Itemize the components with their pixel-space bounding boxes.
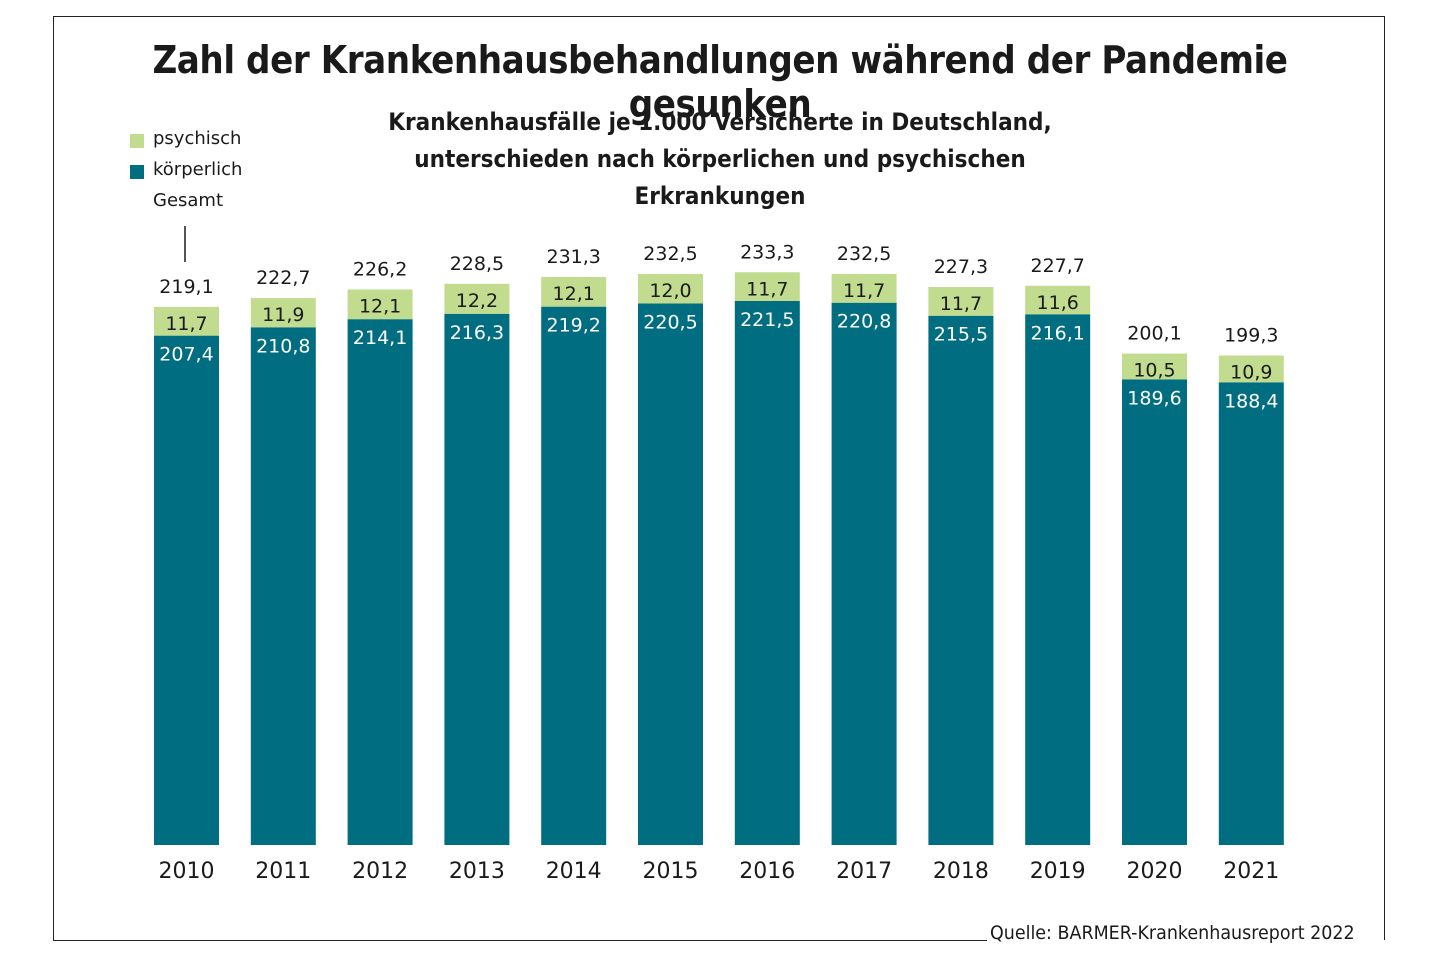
data-label-koerperlich: 219,2 <box>546 315 600 337</box>
data-label-psychisch: 10,5 <box>1133 360 1175 382</box>
chart-title: Zahl der Krankenhausbehandlungen während… <box>152 38 1288 126</box>
x-tick-label: 2019 <box>1030 859 1086 884</box>
chart-frame <box>53 16 1385 940</box>
subtitle-line-2: unterschieden nach körperlichen und psyc… <box>414 145 1026 210</box>
data-label-psychisch: 12,1 <box>553 283 595 305</box>
data-label-koerperlich: 207,4 <box>159 344 213 366</box>
bar-psychisch <box>154 306 219 336</box>
bar-psychisch <box>734 272 800 301</box>
data-label-psychisch: 11,7 <box>940 293 982 315</box>
bar-psychisch <box>1122 353 1187 380</box>
x-tick-label: 2018 <box>933 859 989 884</box>
x-tick-label: 2013 <box>449 859 505 884</box>
data-label-koerperlich: 221,5 <box>740 309 794 331</box>
bar-koerperlich <box>831 302 897 845</box>
bar-psychisch <box>541 276 607 307</box>
subtitle-line-1: Krankenhausfälle je 1.000 Versicherte in… <box>388 108 1052 136</box>
data-label-gesamt: 232,5 <box>643 243 697 265</box>
bar-koerperlich <box>250 327 316 845</box>
data-label-gesamt: 233,3 <box>740 241 794 263</box>
source-note: Quelle: BARMER-Krankenhausreport 2022 <box>990 922 1355 944</box>
data-label-gesamt: 227,3 <box>934 256 988 278</box>
legend-label-psychisch: psychisch <box>153 128 242 149</box>
data-label-koerperlich: 215,5 <box>934 324 988 346</box>
data-label-gesamt: 231,3 <box>546 246 600 268</box>
bar-koerperlich <box>1025 314 1091 845</box>
data-label-koerperlich: 216,3 <box>450 322 504 344</box>
bar-koerperlich <box>444 313 510 845</box>
bar-koerperlich <box>347 319 413 845</box>
bar-psychisch <box>1025 285 1091 315</box>
x-tick-label: 2011 <box>255 859 311 884</box>
legend-label-koerperlich: körperlich <box>153 159 243 180</box>
bar-psychisch <box>1218 355 1284 383</box>
data-label-gesamt: 228,5 <box>450 253 504 275</box>
legend-swatch-psychisch <box>130 134 144 148</box>
bar-koerperlich <box>1122 379 1187 845</box>
x-tick-label: 2020 <box>1127 859 1183 884</box>
data-label-koerperlich: 189,6 <box>1127 387 1181 409</box>
data-label-koerperlich: 220,8 <box>837 311 891 333</box>
data-label-koerperlich: 220,5 <box>643 311 697 333</box>
data-label-psychisch: 11,7 <box>746 278 788 300</box>
data-label-psychisch: 11,7 <box>165 313 207 335</box>
x-tick-label: 2021 <box>1223 859 1279 884</box>
data-label-psychisch: 11,6 <box>1037 292 1079 314</box>
bar-psychisch <box>347 289 413 320</box>
x-tick-label: 2015 <box>643 859 699 884</box>
bar-koerperlich <box>638 303 703 845</box>
x-tick-label: 2010 <box>159 859 215 884</box>
data-label-psychisch: 10,9 <box>1230 362 1272 384</box>
bar-psychisch <box>638 273 703 304</box>
x-tick-label: 2017 <box>836 859 892 884</box>
legend-label-gesamt: Gesamt <box>153 190 224 211</box>
x-tick-label: 2014 <box>546 859 602 884</box>
bar-koerperlich <box>928 315 994 845</box>
bar-koerperlich <box>154 335 219 845</box>
bar-psychisch <box>928 286 994 316</box>
data-label-gesamt: 227,7 <box>1030 255 1084 277</box>
data-label-gesamt: 232,5 <box>837 243 891 265</box>
data-label-psychisch: 11,7 <box>843 280 885 302</box>
data-label-psychisch: 12,2 <box>456 290 498 312</box>
bar-psychisch <box>250 298 316 328</box>
data-label-psychisch: 12,1 <box>359 295 401 317</box>
data-label-koerperlich: 214,1 <box>353 327 407 349</box>
data-label-psychisch: 12,0 <box>649 280 691 302</box>
chart-subtitle: Krankenhausfälle je 1.000 Versicherte in… <box>360 104 1080 215</box>
bar-koerperlich <box>1218 382 1284 845</box>
data-label-gesamt: 200,1 <box>1127 323 1181 345</box>
bar-koerperlich <box>734 300 800 846</box>
data-label-gesamt: 199,3 <box>1224 325 1278 347</box>
bar-koerperlich <box>541 306 607 846</box>
data-label-gesamt: 222,7 <box>256 267 310 289</box>
gesamt-pointer-line <box>184 226 186 262</box>
bar-psychisch <box>444 283 510 314</box>
data-label-koerperlich: 210,8 <box>256 335 310 357</box>
legend-swatch-koerperlich <box>130 165 144 179</box>
data-label-koerperlich: 188,4 <box>1224 390 1278 412</box>
data-label-psychisch: 11,9 <box>262 304 304 326</box>
x-tick-label: 2012 <box>352 859 408 884</box>
data-label-gesamt: 219,1 <box>159 276 213 298</box>
bar-psychisch <box>831 273 897 303</box>
data-label-koerperlich: 216,1 <box>1030 322 1084 344</box>
data-label-gesamt: 226,2 <box>353 258 407 280</box>
x-tick-label: 2016 <box>739 859 795 884</box>
chart-frame-bottom <box>53 940 987 941</box>
